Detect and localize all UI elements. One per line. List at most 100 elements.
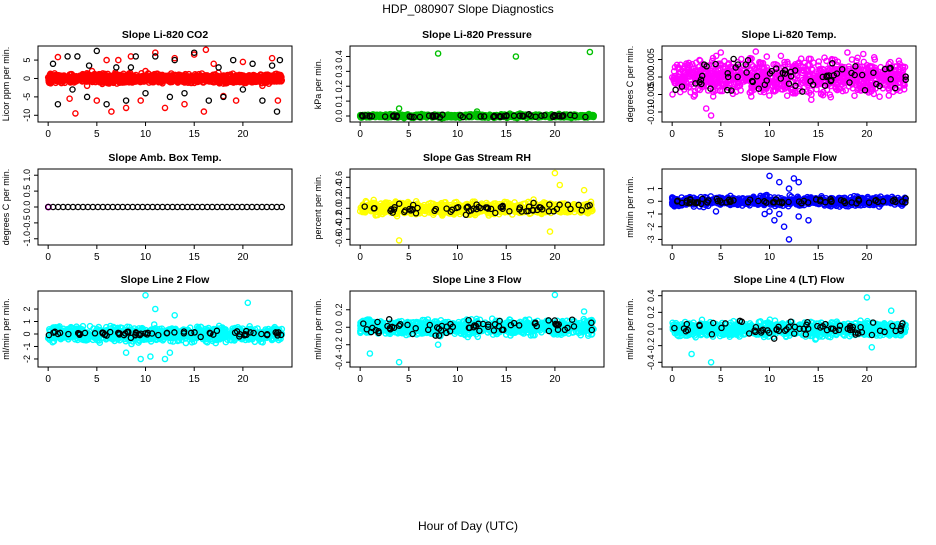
- data-point: [73, 111, 78, 116]
- data-point: [143, 91, 148, 96]
- x-tick-label: 0: [45, 252, 51, 263]
- data-point: [104, 102, 109, 107]
- data-point: [513, 54, 518, 59]
- data-point: [240, 87, 245, 92]
- x-tick-label: 0: [669, 129, 675, 140]
- data-point: [55, 55, 60, 60]
- data-point: [587, 49, 592, 54]
- x-tick-label: 5: [718, 129, 724, 140]
- x-tick-label: 5: [406, 129, 412, 140]
- data-point: [167, 94, 172, 99]
- figure-title: HDP_080907 Slope Diagnostics: [382, 2, 553, 16]
- data-point: [128, 65, 133, 70]
- y-tick-label: -5: [22, 93, 32, 101]
- data-point: [211, 61, 216, 66]
- data-point: [182, 91, 187, 96]
- panel-temp: Slope Li-820 Temp. degrees C per min. 0 5 10…: [625, 29, 916, 140]
- data-points: [46, 47, 285, 116]
- series-hourly: [46, 204, 285, 209]
- data-points: [46, 204, 285, 209]
- data-point: [275, 98, 280, 103]
- data-point: [397, 106, 402, 111]
- data-point: [201, 109, 206, 114]
- data-point: [67, 96, 72, 101]
- data-point: [557, 182, 562, 187]
- data-point: [234, 98, 239, 103]
- y-axis-label: degrees C per min.: [625, 46, 635, 123]
- data-point: [861, 51, 866, 56]
- y-tick-label: 0.3: [334, 65, 344, 78]
- data-point: [861, 59, 866, 64]
- x-tick-label: 5: [94, 129, 100, 140]
- data-point: [277, 58, 282, 63]
- data-point: [845, 50, 850, 55]
- x-tick-label: 10: [452, 252, 464, 263]
- data-points: [358, 171, 595, 243]
- data-point: [260, 98, 265, 103]
- data-point: [87, 63, 92, 68]
- data-point: [206, 98, 211, 103]
- data-point: [877, 94, 882, 99]
- data-point: [785, 93, 790, 98]
- data-points: [670, 173, 909, 242]
- y-tick-label: 0.1: [334, 95, 344, 108]
- x-tick-label: 20: [549, 129, 561, 140]
- x-tick-label: 20: [549, 252, 561, 263]
- data-point: [250, 61, 255, 66]
- data-point: [231, 58, 236, 63]
- data-point: [274, 109, 279, 114]
- data-point: [104, 58, 109, 63]
- x-tick-label: 15: [813, 129, 825, 140]
- x-tick-label: 10: [140, 129, 152, 140]
- data-point: [70, 87, 75, 92]
- x-tick-label: 10: [452, 129, 464, 140]
- x-tick-label: 5: [406, 252, 412, 263]
- x-tick-label: 15: [501, 252, 513, 263]
- data-point: [547, 229, 552, 234]
- series-all: [670, 173, 908, 242]
- x-tick-label: 15: [189, 129, 201, 140]
- data-point: [124, 105, 129, 110]
- data-point: [203, 47, 208, 52]
- y-tick-label: 0.6: [334, 171, 344, 184]
- data-point: [65, 54, 70, 59]
- y-tick-label: 0.2: [334, 80, 344, 93]
- data-point: [767, 93, 772, 98]
- x-tick-label: 10: [140, 252, 152, 263]
- panel-title: Slope Li-820 Temp.: [742, 29, 837, 41]
- x-tick-label: 5: [94, 252, 100, 263]
- x-tick-label: 10: [764, 129, 776, 140]
- x-tick-label: 20: [237, 129, 249, 140]
- data-point: [270, 56, 275, 61]
- y-tick-label: 0: [22, 76, 32, 81]
- data-point: [94, 98, 99, 103]
- data-points: [358, 49, 597, 120]
- data-point: [85, 94, 90, 99]
- panel-title: Slope Sample Flow: [741, 152, 838, 164]
- data-point: [718, 50, 723, 55]
- x-tick-label: 15: [501, 129, 513, 140]
- data-point: [182, 102, 187, 107]
- y-tick-label: -10: [22, 109, 32, 122]
- data-point: [55, 102, 60, 107]
- data-point: [270, 63, 275, 68]
- panel-title: Slope Gas Stream RH: [423, 152, 531, 164]
- y-tick-label: 0.0: [22, 201, 32, 214]
- data-point: [764, 54, 769, 59]
- data-point: [582, 188, 587, 193]
- data-point: [397, 238, 402, 243]
- data-point: [109, 109, 114, 114]
- data-point: [778, 53, 783, 58]
- data-point: [114, 65, 119, 70]
- y-tick-label: 0.5: [22, 185, 32, 198]
- data-point: [436, 51, 441, 56]
- data-point: [153, 54, 158, 59]
- data-point: [94, 48, 99, 53]
- x-tick-label: 0: [357, 252, 363, 263]
- data-point: [852, 93, 857, 98]
